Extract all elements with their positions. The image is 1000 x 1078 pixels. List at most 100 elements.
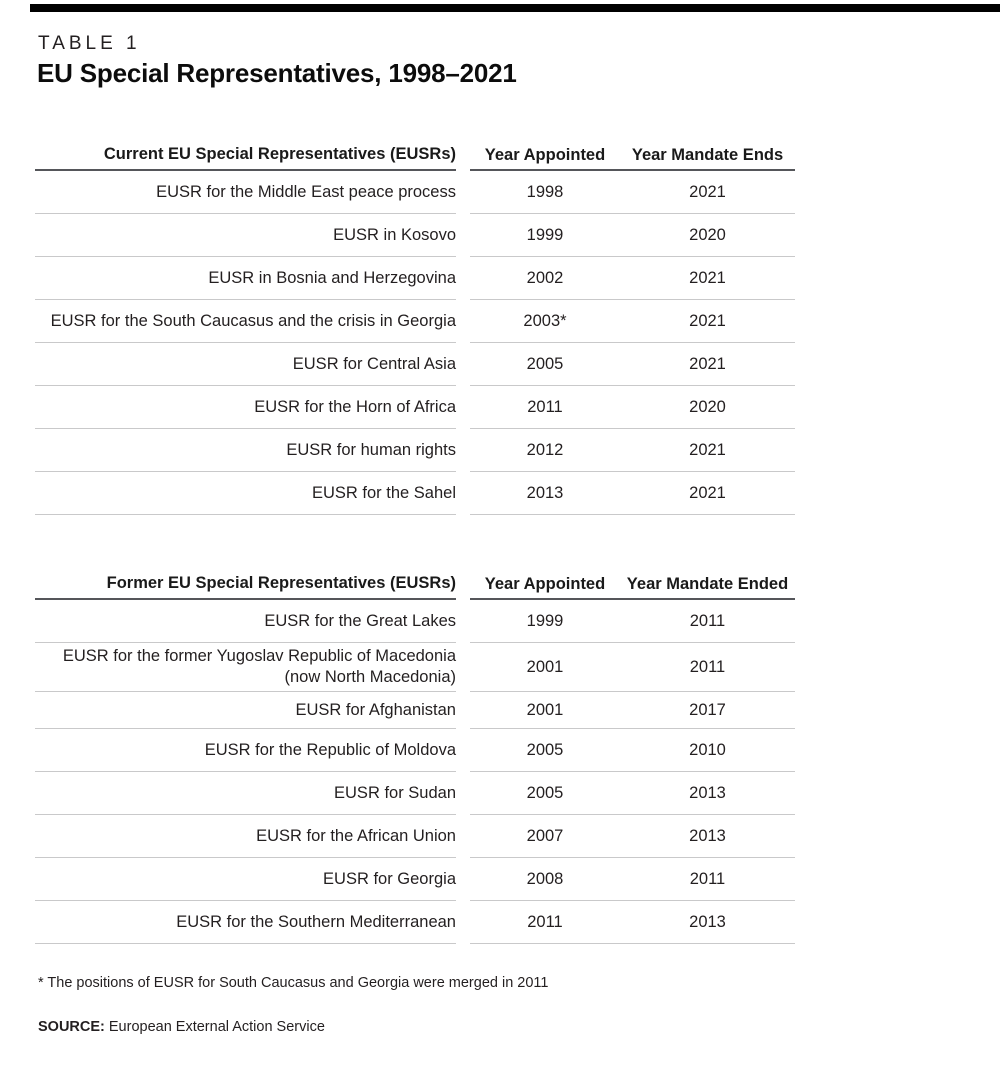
- year-columns: 1999 2011: [470, 600, 795, 643]
- column-gap: [456, 171, 470, 214]
- table-row: EUSR for human rights 2012 2021: [35, 429, 795, 472]
- year-columns: 1999 2020: [470, 214, 795, 257]
- column-gap: [456, 600, 470, 643]
- representative-cell: EUSR for Sudan: [35, 772, 456, 815]
- representative-cell: EUSR in Kosovo: [35, 214, 456, 257]
- representative-cell: EUSR for the African Union: [35, 815, 456, 858]
- year-appointed-cell: 2011: [527, 397, 563, 416]
- year-mandate-cell: 2021: [689, 354, 726, 373]
- year-appointed-cell: 2011: [527, 912, 563, 931]
- column-gap: [456, 901, 470, 944]
- table-row: EUSR for Central Asia 2005 2021: [35, 343, 795, 386]
- year-appointed-cell: 2001: [526, 657, 564, 676]
- representative-cell: EUSR for Afghanistan: [35, 692, 456, 729]
- column-gap: [456, 472, 470, 515]
- column-gap: [456, 815, 470, 858]
- year-mandate-cell: 2021: [689, 182, 726, 201]
- year-columns: 2005 2021: [470, 343, 795, 386]
- column-gap: [456, 692, 470, 729]
- table-row: EUSR for the African Union 2007 2013: [35, 815, 795, 858]
- representative-cell: EUSR for the Southern Mediterranean: [35, 901, 456, 944]
- column-gap: [456, 343, 470, 386]
- column-header-year-mandate: Year Mandate Ended: [626, 575, 789, 593]
- table-row: EUSR for the South Caucasus and the cris…: [35, 300, 795, 343]
- year-appointed-cell: 1998: [526, 182, 564, 201]
- top-rule: [30, 4, 1000, 12]
- column-header-year-appointed: Year Appointed: [484, 575, 606, 593]
- year-appointed-cell: 2008: [526, 869, 564, 888]
- table-row: EUSR in Kosovo 1999 2020: [35, 214, 795, 257]
- representative-cell: EUSR for the Sahel: [35, 472, 456, 515]
- column-gap: [456, 386, 470, 429]
- year-appointed-cell: 2005: [526, 354, 564, 373]
- footnote: * The positions of EUSR for South Caucas…: [38, 975, 549, 991]
- representative-cell: EUSR for the South Caucasus and the cris…: [35, 300, 456, 343]
- year-columns: 2008 2011: [470, 858, 795, 901]
- year-columns: 2011 2013: [470, 901, 795, 944]
- current-eusr-table: Current EU Special Representatives (EUSR…: [35, 145, 795, 515]
- column-gap: [456, 729, 470, 772]
- year-columns: 2005 2010: [470, 729, 795, 772]
- year-appointed-cell: 2002: [526, 268, 564, 287]
- year-columns: 2002 2021: [470, 257, 795, 300]
- year-mandate-cell: 2013: [689, 783, 726, 802]
- representative-cell: EUSR for the Middle East peace process: [35, 171, 456, 214]
- column-gap: [456, 257, 470, 300]
- year-appointed-cell: 2001: [526, 700, 564, 719]
- source-label: SOURCE:: [38, 1019, 105, 1035]
- year-mandate-cell: 2013: [689, 826, 726, 845]
- column-gap: [456, 214, 470, 257]
- year-appointed-cell: 2003*: [523, 311, 567, 330]
- table-row: EUSR for Sudan 2005 2013: [35, 772, 795, 815]
- table-row: EUSR for the Republic of Moldova 2005 2010: [35, 729, 795, 772]
- former-eusr-table: Former EU Special Representatives (EUSRs…: [35, 574, 795, 944]
- column-header-year-mandate: Year Mandate Ends: [631, 146, 784, 164]
- column-gap: [456, 643, 470, 692]
- year-columns: 2001 2017: [470, 692, 795, 729]
- year-mandate-cell: 2020: [689, 225, 726, 244]
- column-gap: [456, 146, 470, 171]
- table-row: EUSR for the Great Lakes 1999 2011: [35, 600, 795, 643]
- year-mandate-cell: 2021: [689, 311, 726, 330]
- table-number-label: TABLE 1: [38, 33, 141, 54]
- year-mandate-cell: 2011: [689, 611, 726, 630]
- year-mandate-cell: 2017: [689, 700, 726, 719]
- table-row: EUSR for the Sahel 2013 2021: [35, 472, 795, 515]
- header-row: Current EU Special Representatives (EUSR…: [35, 145, 795, 171]
- table-row: EUSR for Afghanistan 2001 2017: [35, 692, 795, 729]
- year-appointed-cell: 1999: [526, 611, 564, 630]
- representative-cell: EUSR in Bosnia and Herzegovina: [35, 257, 456, 300]
- year-appointed-cell: 2005: [526, 783, 564, 802]
- year-columns: 2007 2013: [470, 815, 795, 858]
- table-row: EUSR for Georgia 2008 2011: [35, 858, 795, 901]
- header-row: Former EU Special Representatives (EUSRs…: [35, 574, 795, 600]
- page-title: EU Special Representatives, 1998–2021: [37, 58, 517, 88]
- representative-cell: EUSR for Georgia: [35, 858, 456, 901]
- representative-cell: EUSR for the Horn of Africa: [35, 386, 456, 429]
- year-mandate-cell: 2013: [689, 912, 726, 931]
- year-appointed-cell: 2005: [526, 740, 564, 759]
- year-appointed-cell: 2007: [526, 826, 564, 845]
- table-row: EUSR in Bosnia and Herzegovina 2002 2021: [35, 257, 795, 300]
- year-appointed-cell: 2012: [526, 440, 564, 459]
- year-mandate-cell: 2020: [689, 397, 726, 416]
- representative-cell: EUSR for the Republic of Moldova: [35, 729, 456, 772]
- year-columns: 2012 2021: [470, 429, 795, 472]
- year-mandate-cell: 2021: [689, 268, 726, 287]
- year-mandate-cell: 2021: [689, 440, 726, 459]
- column-gap: [456, 429, 470, 472]
- table-row: EUSR for the Southern Mediterranean 2011 2…: [35, 901, 795, 944]
- year-mandate-cell: 2011: [689, 657, 726, 676]
- representative-cell: EUSR for Central Asia: [35, 343, 456, 386]
- column-gap: [456, 772, 470, 815]
- table-row: EUSR for the former Yugoslav Republic of…: [35, 643, 795, 692]
- representative-cell: EUSR for human rights: [35, 429, 456, 472]
- column-header-year-appointed: Year Appointed: [484, 146, 606, 164]
- year-mandate-cell: 2010: [689, 740, 726, 759]
- year-columns: 2001 2011: [470, 643, 795, 692]
- year-mandate-cell: 2011: [689, 869, 726, 888]
- year-columns: 2011 2020: [470, 386, 795, 429]
- column-gap: [456, 575, 470, 600]
- column-gap: [456, 300, 470, 343]
